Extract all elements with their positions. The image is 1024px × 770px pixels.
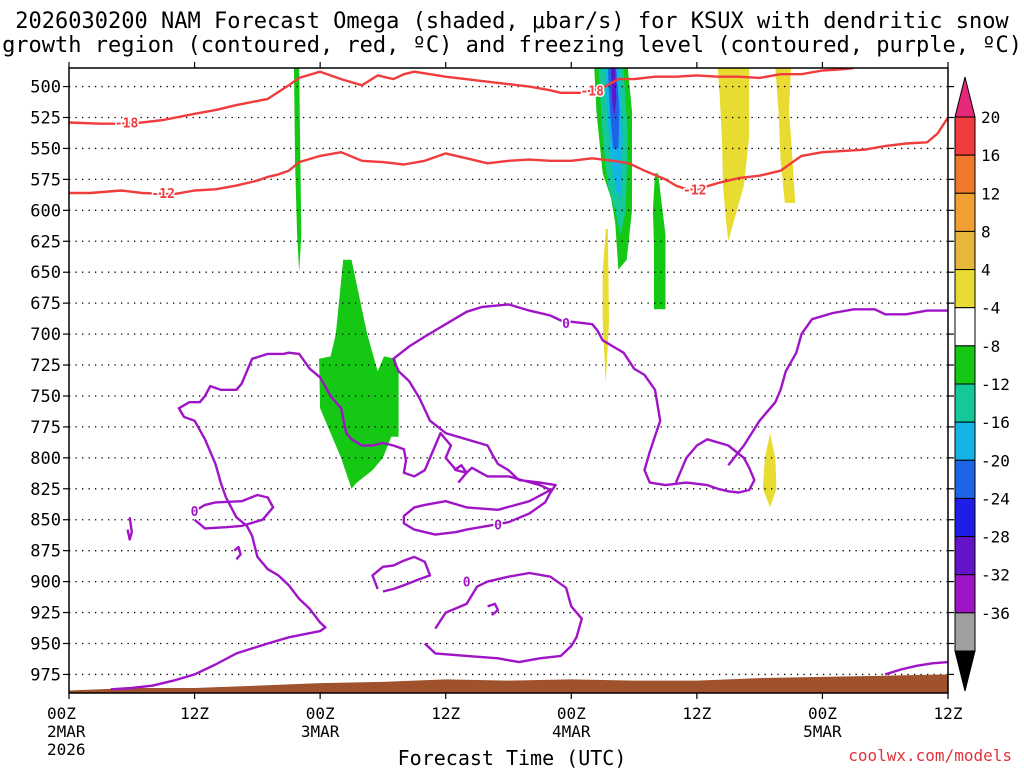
y-tick-label-675: 675 bbox=[30, 294, 61, 314]
purple-contour-label-4: 0 bbox=[463, 576, 471, 591]
colorbar-label-5: -4 bbox=[981, 299, 1000, 318]
purple-contour-9 bbox=[453, 464, 468, 484]
colorbar-swatch-10 bbox=[954, 497, 976, 538]
y-tick-label-750: 750 bbox=[30, 387, 61, 407]
purple-contour-6 bbox=[884, 660, 948, 676]
colorbar-swatch-12 bbox=[954, 574, 976, 614]
y-tick-label-925: 925 bbox=[30, 604, 61, 624]
purple-contour-4 bbox=[423, 571, 583, 664]
purple-contour-label-3: 0 bbox=[494, 519, 502, 534]
red-contour-label-1-0: -12 bbox=[151, 187, 174, 202]
colorbar-swatch-4 bbox=[954, 269, 976, 309]
y-tick-label-625: 625 bbox=[30, 232, 61, 252]
omega-region-yellow-spike-4mar bbox=[602, 228, 609, 384]
purple-contour-8 bbox=[233, 545, 242, 561]
chart-title-line1: 2026030200 NAM Forecast Omega (shaded, μ… bbox=[15, 9, 1009, 34]
colorbar-label-8: -16 bbox=[981, 413, 1010, 432]
credit-link[interactable]: coolwx.com/models bbox=[848, 746, 1012, 765]
x-tick-label-2: 00Z bbox=[306, 704, 335, 723]
x-tick-label-7: 12Z bbox=[934, 704, 963, 723]
colorbar-swatch-7 bbox=[954, 383, 976, 423]
omega-region-yellow-right-4mar bbox=[775, 68, 796, 203]
y-tick-label-600: 600 bbox=[30, 201, 61, 221]
colorbar-label-0: 20 bbox=[981, 108, 1000, 127]
purple-contour-2 bbox=[193, 493, 275, 530]
red-contour-1 bbox=[69, 116, 948, 196]
x-tick-label-5: 12Z bbox=[682, 704, 711, 723]
colorbar-bottom-arrow bbox=[954, 650, 976, 692]
y-tick-label-900: 900 bbox=[30, 573, 61, 593]
y-tick-label-850: 850 bbox=[30, 511, 61, 531]
x-tick-year-0: 2026 bbox=[47, 740, 86, 759]
y-tick-label-650: 650 bbox=[30, 263, 61, 283]
omega-region-yellow-tall-4mar bbox=[717, 68, 750, 242]
y-tick-label-800: 800 bbox=[30, 449, 61, 469]
colorbar-swatch-3 bbox=[954, 230, 976, 271]
x-tick-label-0: 00Z bbox=[47, 704, 76, 723]
purple-contour-3 bbox=[371, 555, 432, 593]
x-tick-date-4: 4MAR bbox=[552, 722, 591, 741]
y-tick-label-875: 875 bbox=[30, 542, 61, 562]
colorbar-label-11: -28 bbox=[981, 528, 1010, 547]
colorbar-swatch-1 bbox=[954, 154, 976, 194]
red-contour-label-0-0: -18 bbox=[115, 116, 139, 131]
x-tick-label-4: 00Z bbox=[557, 704, 586, 723]
purple-contour-10 bbox=[487, 602, 500, 616]
red-contour-0 bbox=[69, 68, 854, 125]
y-tick-label-550: 550 bbox=[30, 139, 61, 159]
colorbar-swatch-13 bbox=[954, 612, 976, 652]
x-tick-label-3: 12Z bbox=[431, 704, 460, 723]
omega-region-yellow-small-4mar bbox=[762, 433, 777, 508]
y-tick-label-950: 950 bbox=[30, 634, 61, 654]
plot-frame bbox=[68, 67, 949, 694]
colorbar-label-10: -24 bbox=[981, 489, 1010, 508]
terrain-fill bbox=[69, 674, 948, 693]
purple-contour-5 bbox=[727, 308, 948, 467]
colorbar-swatch-9 bbox=[954, 459, 976, 499]
red-contour-label-1-1: -12 bbox=[683, 183, 706, 198]
plot-layer: -18 -18 -12 -12 0 0 0 0 bbox=[69, 68, 948, 693]
y-tick-label-975: 975 bbox=[30, 665, 61, 685]
y-tick-label-825: 825 bbox=[30, 480, 61, 500]
y-tick-label-500: 500 bbox=[30, 78, 61, 98]
x-tick-date-6: 5MAR bbox=[803, 722, 842, 741]
colorbar-swatch-2 bbox=[954, 192, 976, 232]
colorbar-label-1: 16 bbox=[981, 146, 1000, 165]
colorbar-swatch-6 bbox=[954, 345, 976, 385]
purple-contour-0 bbox=[350, 303, 756, 536]
omega-region-green-blob-3mar bbox=[319, 259, 399, 489]
purple-contour-label-0: 0 bbox=[562, 317, 570, 332]
colorbar-label-7: -12 bbox=[981, 375, 1010, 394]
colorbar-label-3: 8 bbox=[981, 222, 991, 241]
colorbar-label-13: -36 bbox=[981, 604, 1010, 623]
colorbar-label-4: 4 bbox=[981, 261, 991, 280]
y-tick-label-525: 525 bbox=[30, 109, 61, 129]
colorbar-label-9: -20 bbox=[981, 451, 1010, 470]
colorbar-swatch-11 bbox=[954, 536, 976, 576]
y-tick-label-775: 775 bbox=[30, 418, 61, 438]
y-tick-label-725: 725 bbox=[30, 356, 61, 376]
colorbar-swatch-5 bbox=[954, 307, 976, 347]
colorbar-label-2: 12 bbox=[981, 184, 1000, 203]
colorbar-label-6: -8 bbox=[981, 337, 1000, 356]
red-contour-label-0-1: -18 bbox=[580, 84, 604, 99]
y-tick-label-575: 575 bbox=[30, 170, 61, 190]
colorbar-swatch-8 bbox=[954, 421, 976, 461]
colorbar-label-12: -32 bbox=[981, 566, 1010, 585]
x-tick-label-1: 12Z bbox=[180, 704, 209, 723]
purple-contour-7 bbox=[126, 517, 134, 541]
omega-region-green-sliver-early-3mar bbox=[294, 68, 302, 273]
purple-contour-1 bbox=[110, 351, 353, 691]
colorbar-top-arrow bbox=[954, 76, 976, 118]
x-axis-title: Forecast Time (UTC) bbox=[397, 746, 627, 770]
omega-region-green-secondary-4mar bbox=[652, 173, 666, 310]
chart-title-line2: growth region (contoured, red, ºC) and f… bbox=[2, 33, 1022, 58]
x-tick-label-6: 00Z bbox=[808, 704, 837, 723]
y-tick-label-700: 700 bbox=[30, 325, 61, 345]
colorbar-swatch-0 bbox=[954, 116, 976, 156]
x-tick-date-0: 2MAR bbox=[47, 722, 86, 741]
x-tick-date-2: 3MAR bbox=[301, 722, 340, 741]
purple-contour-label-2: 0 bbox=[191, 505, 199, 520]
